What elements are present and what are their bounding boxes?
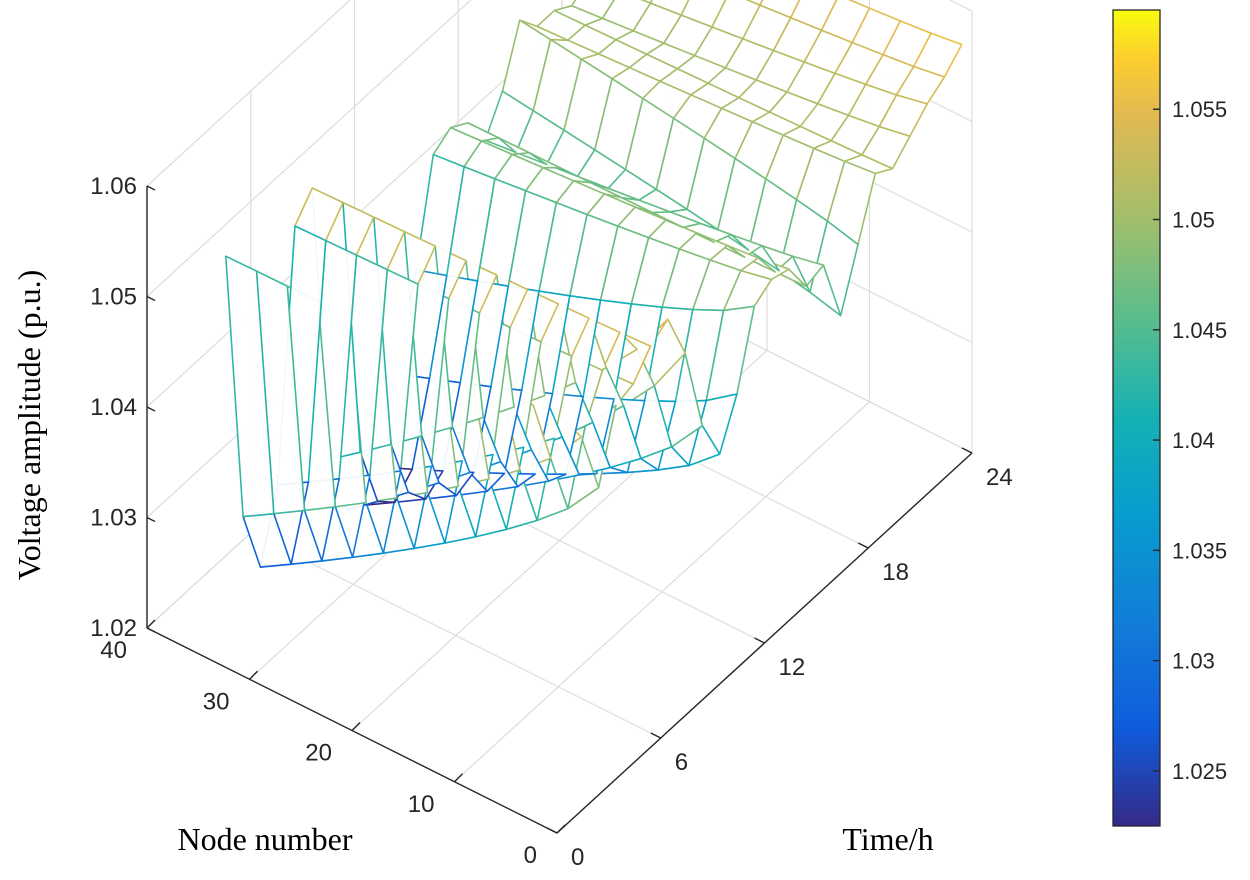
z-tick-mark — [146, 516, 156, 523]
colorbar-tick-label: 1.03 — [1172, 649, 1215, 674]
time-tick-mark — [857, 542, 869, 549]
node-tick-label: 0 — [524, 842, 537, 869]
node-tick-mark — [454, 773, 463, 783]
colorbar-tick-label: 1.055 — [1172, 97, 1227, 122]
colorbar-tick-label: 1.045 — [1172, 318, 1227, 343]
time-tick-label: 24 — [986, 464, 1013, 491]
y-axis-label: Node number — [177, 821, 352, 857]
time-tick-label: 0 — [571, 844, 584, 871]
time-tick-label: 6 — [675, 749, 688, 776]
time-tick-label: 12 — [779, 654, 806, 681]
z-tick-label: 1.02 — [90, 615, 137, 642]
node-tick-mark — [351, 722, 361, 731]
node-tick-label: 20 — [305, 740, 332, 767]
grid-line — [146, 0, 472, 297]
node-tick-label: 40 — [100, 637, 127, 664]
voltage-surface — [224, 0, 963, 568]
z-tick-mark — [146, 627, 156, 633]
colorbar-tick-label: 1.035 — [1172, 538, 1227, 563]
node-tick-mark — [249, 670, 258, 680]
z-axis-label: Voltage amplitude (p.u.) — [11, 270, 47, 580]
x-axis-label: Time/h — [842, 821, 933, 857]
colorbar-gradient — [1112, 9, 1161, 827]
colorbar: 1.025 1.03 1.035 1.04 1.045 1.05 1.055 — [1112, 9, 1227, 827]
time-tick-mark — [754, 637, 765, 644]
colorbar-tick-label: 1.025 — [1172, 759, 1227, 784]
node-tick-label: 30 — [203, 688, 230, 715]
colorbar-tick-label: 1.05 — [1172, 208, 1215, 233]
z-tick-mark — [146, 295, 156, 302]
grid-line — [146, 0, 352, 187]
time-tick-mark — [961, 447, 973, 454]
z-tick-label: 1.04 — [90, 394, 137, 421]
colorbar-tick-label: 1.04 — [1172, 428, 1215, 453]
node-tick-mark — [556, 824, 566, 834]
mesh-cell — [224, 255, 275, 518]
time-tick-mark — [650, 732, 662, 739]
node-tick-mark — [146, 619, 156, 629]
z-tick-mark — [146, 185, 156, 191]
axis-lines — [146, 185, 973, 834]
grid-line — [454, 401, 870, 783]
time-tick-mark — [546, 827, 558, 834]
node-tick-label: 10 — [408, 791, 435, 818]
tick-labels: 1.02 1.03 1.04 1.05 1.06 0 10 20 30 40 0 6 12 18 24 — [90, 173, 1012, 871]
z-tick-mark — [146, 406, 156, 412]
z-tick-label: 1.03 — [90, 505, 137, 532]
z-tick-label: 1.05 — [90, 284, 137, 311]
z-tick-label: 1.06 — [90, 173, 137, 200]
time-tick-label: 18 — [882, 559, 909, 586]
